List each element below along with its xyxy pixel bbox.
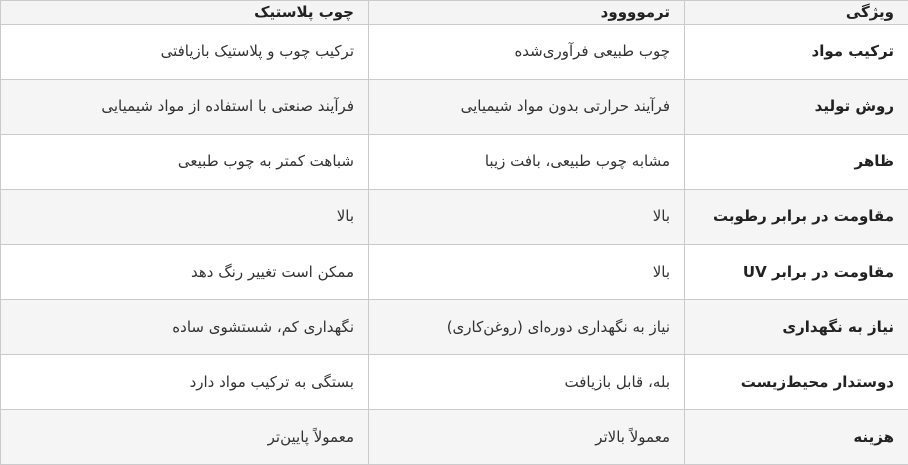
table-row: مقاومت در برابر UV بالا ممکن است تغییر ر…: [0, 244, 908, 299]
table-row: ظاهر مشابه چوب طبیعی، بافت زیبا شباهت کم…: [0, 134, 908, 189]
column-header-plastic-wood: چوب پلاستیک: [0, 1, 368, 25]
table-row: نیاز به نگهداری نیاز به نگهداری دوره‌ای …: [0, 299, 908, 354]
feature-cell: مقاومت در برابر رطوبت: [684, 189, 908, 244]
thermowood-cell: معمولاً بالاتر: [368, 409, 684, 464]
table-header-row: ویژگی ترموووود چوب پلاستیک: [0, 1, 908, 25]
table-row: روش تولید فرآیند حرارتی بدون مواد شیمیای…: [0, 79, 908, 134]
thermowood-cell: بالا: [368, 244, 684, 299]
plastic-wood-cell: ممکن است تغییر رنگ دهد: [0, 244, 368, 299]
thermowood-cell: چوب طبیعی فرآوری‌شده: [368, 24, 684, 79]
feature-cell: نیاز به نگهداری: [684, 299, 908, 354]
plastic-wood-cell: فرآیند صنعتی با استفاده از مواد شیمیایی: [0, 79, 368, 134]
table-row: هزینه معمولاً بالاتر معمولاً پایین‌تر: [0, 409, 908, 464]
feature-cell: روش تولید: [684, 79, 908, 134]
thermowood-cell: بله، قابل بازیافت: [368, 354, 684, 409]
column-header-thermowood: ترموووود: [368, 1, 684, 25]
plastic-wood-cell: نگهداری کم، شستشوی ساده: [0, 299, 368, 354]
plastic-wood-cell: معمولاً پایین‌تر: [0, 409, 368, 464]
table-row: دوستدار محیط‌زیست بله، قابل بازیافت بستگ…: [0, 354, 908, 409]
table-row: ترکیب مواد چوب طبیعی فرآوری‌شده ترکیب چو…: [0, 24, 908, 79]
plastic-wood-cell: شباهت کمتر به چوب طبیعی: [0, 134, 368, 189]
table-row: مقاومت در برابر رطوبت بالا بالا: [0, 189, 908, 244]
feature-cell: هزینه: [684, 409, 908, 464]
plastic-wood-cell: بالا: [0, 189, 368, 244]
plastic-wood-cell: بستگی به ترکیب مواد دارد: [0, 354, 368, 409]
column-header-feature: ویژگی: [684, 1, 908, 25]
thermowood-cell: نیاز به نگهداری دوره‌ای (روغن‌کاری): [368, 299, 684, 354]
plastic-wood-cell: ترکیب چوب و پلاستیک بازیافتی: [0, 24, 368, 79]
feature-cell: دوستدار محیط‌زیست: [684, 354, 908, 409]
feature-cell: ظاهر: [684, 134, 908, 189]
thermowood-cell: مشابه چوب طبیعی، بافت زیبا: [368, 134, 684, 189]
feature-cell: ترکیب مواد: [684, 24, 908, 79]
thermowood-cell: بالا: [368, 189, 684, 244]
comparison-table: ویژگی ترموووود چوب پلاستیک ترکیب مواد چو…: [0, 0, 908, 465]
thermowood-cell: فرآیند حرارتی بدون مواد شیمیایی: [368, 79, 684, 134]
feature-cell: مقاومت در برابر UV: [684, 244, 908, 299]
